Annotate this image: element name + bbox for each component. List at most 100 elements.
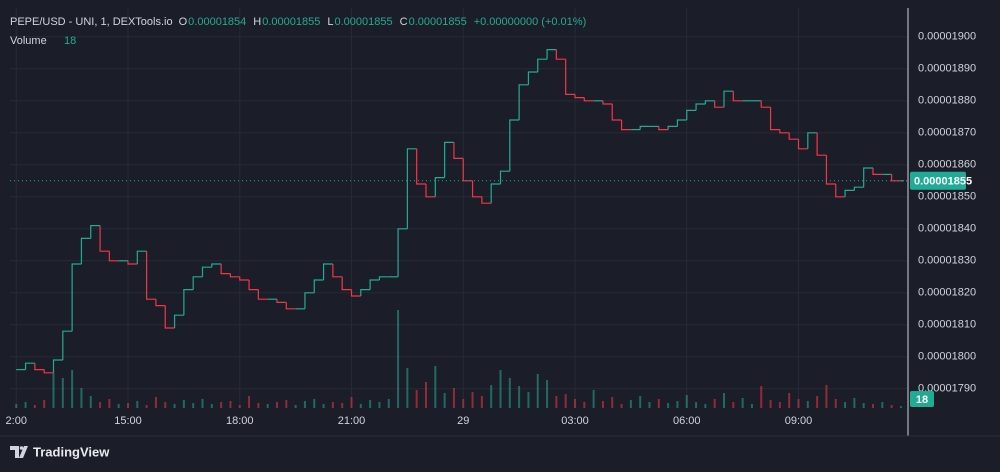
volume-bar [238, 405, 241, 408]
price-step [90, 225, 101, 239]
price-step [99, 225, 110, 252]
volume-bar [601, 401, 604, 408]
volume-bar [676, 401, 679, 408]
volume-bar [359, 404, 362, 408]
volume-bar [192, 403, 195, 408]
price-step [639, 125, 650, 130]
volume-bar [499, 370, 502, 408]
volume-bar [378, 402, 381, 408]
volume-bar [33, 405, 36, 408]
volume-bar [257, 403, 260, 408]
volume-bar [108, 399, 111, 408]
price-step [34, 363, 45, 371]
ohlc: O 0.00001854 H 0.00001855 L 0.00001855 C 0.0000… [179, 16, 467, 28]
price-step [220, 264, 231, 275]
volume-bar [760, 386, 763, 408]
price-step [350, 289, 361, 297]
price-step [807, 132, 818, 149]
price-step [378, 276, 389, 280]
volume-bar [862, 403, 865, 408]
price-step [546, 49, 557, 60]
volume-bar [15, 404, 18, 408]
price-step [341, 276, 352, 291]
price-step [136, 250, 147, 264]
volume-bar [89, 396, 92, 408]
volume-bar [853, 398, 856, 408]
price-step [80, 237, 91, 264]
price-step [574, 94, 585, 99]
volume-bar [266, 404, 269, 408]
volume-bar [518, 386, 521, 408]
volume-bar [43, 400, 46, 408]
volume-bar [303, 401, 306, 408]
price-step [872, 168, 883, 175]
volume-bar [611, 397, 614, 408]
price-step [686, 109, 697, 120]
change: +0.00000000 (+0.01%) [474, 16, 587, 28]
price-step [816, 132, 827, 156]
price-step [453, 142, 464, 159]
price-step [332, 264, 343, 278]
volume-bar [350, 397, 353, 408]
volume-bar [648, 402, 651, 408]
volume-bar [210, 404, 213, 408]
y-tick-label: 0.00001870 [918, 127, 976, 139]
x-tick-label: 06:00 [673, 415, 701, 427]
price-step [313, 279, 324, 293]
volume-bar [229, 401, 232, 408]
price-step [499, 170, 510, 184]
price-step [704, 100, 715, 104]
volume-bar [24, 402, 27, 408]
ohlc-value: 0.00001855 [262, 16, 320, 28]
ohlc-value: 0.00001854 [188, 16, 246, 28]
volume-bar [797, 399, 800, 408]
volume-value: 18 [64, 35, 76, 47]
volume-bar [890, 405, 893, 408]
ohlc-value: 0.00001855 [335, 16, 393, 28]
price-step [183, 289, 194, 316]
last-price-box [910, 171, 966, 190]
header: PEPE/USD - UNI, 1, DEXTools.io O 0.000018… [10, 16, 586, 47]
price-step [891, 174, 901, 182]
logo [10, 446, 28, 458]
volume-bar [341, 403, 344, 408]
price-step [127, 260, 138, 265]
ohlc-value: 0.00001855 [409, 16, 467, 28]
price-step [285, 302, 296, 310]
price-step [555, 49, 566, 60]
price-step [211, 263, 222, 268]
volume-bar [564, 394, 567, 408]
price-step [481, 196, 492, 204]
volume-bar [536, 374, 539, 408]
brand: TradingView [33, 444, 110, 459]
volume-bars [15, 310, 902, 408]
price-step [760, 100, 771, 108]
price-step [667, 125, 678, 130]
price-step [835, 184, 846, 198]
volume-bar [620, 404, 623, 408]
volume-bar [723, 393, 725, 408]
volume-bar [508, 378, 511, 408]
y-tick-label: 0.00001890 [918, 63, 976, 75]
price-step [444, 141, 454, 178]
price-step [146, 251, 156, 300]
price-line [10, 49, 908, 374]
volume-bar [136, 401, 139, 408]
volume-bar [71, 370, 74, 408]
price-step [322, 263, 333, 280]
price-step [723, 90, 734, 108]
price-step [769, 107, 780, 131]
chart-title: PEPE/USD - UNI, 1, DEXTools.io [10, 16, 173, 28]
price-step [658, 126, 669, 131]
volume-bar [750, 404, 753, 408]
volume-bar [80, 388, 83, 408]
footer: TradingView [10, 444, 110, 459]
price-step [695, 103, 706, 111]
y-tick-label: 0.00001830 [918, 255, 976, 267]
volume-bar [173, 404, 176, 408]
volume-bar [881, 402, 884, 408]
price-step [853, 186, 864, 191]
ohlc-key: C [400, 16, 408, 28]
volume-bar [61, 378, 64, 408]
